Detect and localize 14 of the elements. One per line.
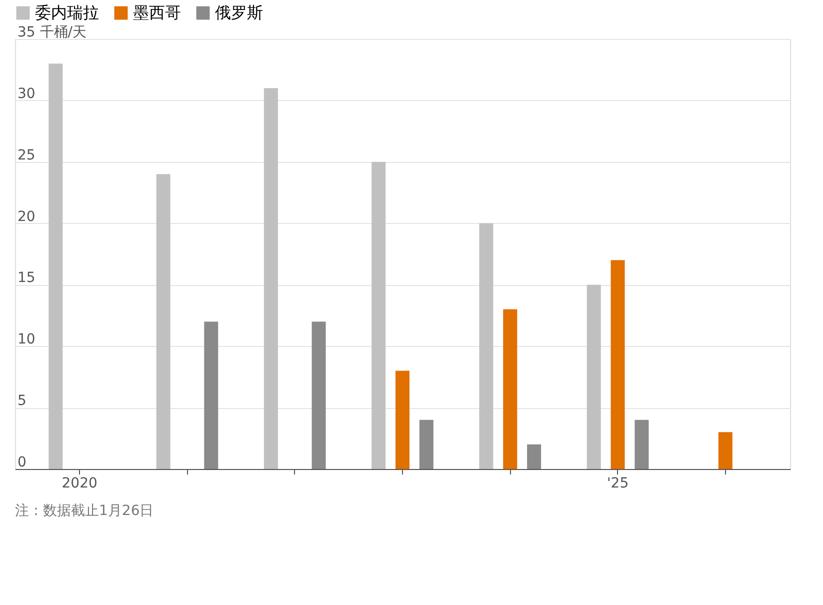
legend-label: 墨西哥 — [133, 3, 181, 22]
y-tick-label: 20 — [18, 208, 36, 225]
text: 注：数据截止1月26日 — [15, 503, 154, 519]
legend-label: 俄罗斯 — [215, 3, 263, 22]
y-tick-label: 15 — [18, 270, 36, 286]
x-tick-label: '25 — [606, 476, 629, 492]
y-tick-label: 25 — [18, 147, 36, 164]
y-tick-label: 35 千桶/天 — [18, 24, 86, 40]
x-tick-label: 2020 — [62, 476, 98, 492]
y-tick-label: 0 — [18, 454, 26, 470]
y-tick-label: 30 — [18, 86, 36, 102]
legend-label: 委内瑞拉 — [35, 3, 99, 22]
y-tick-label: 10 — [18, 332, 36, 348]
y-tick-label: 5 — [18, 393, 26, 410]
